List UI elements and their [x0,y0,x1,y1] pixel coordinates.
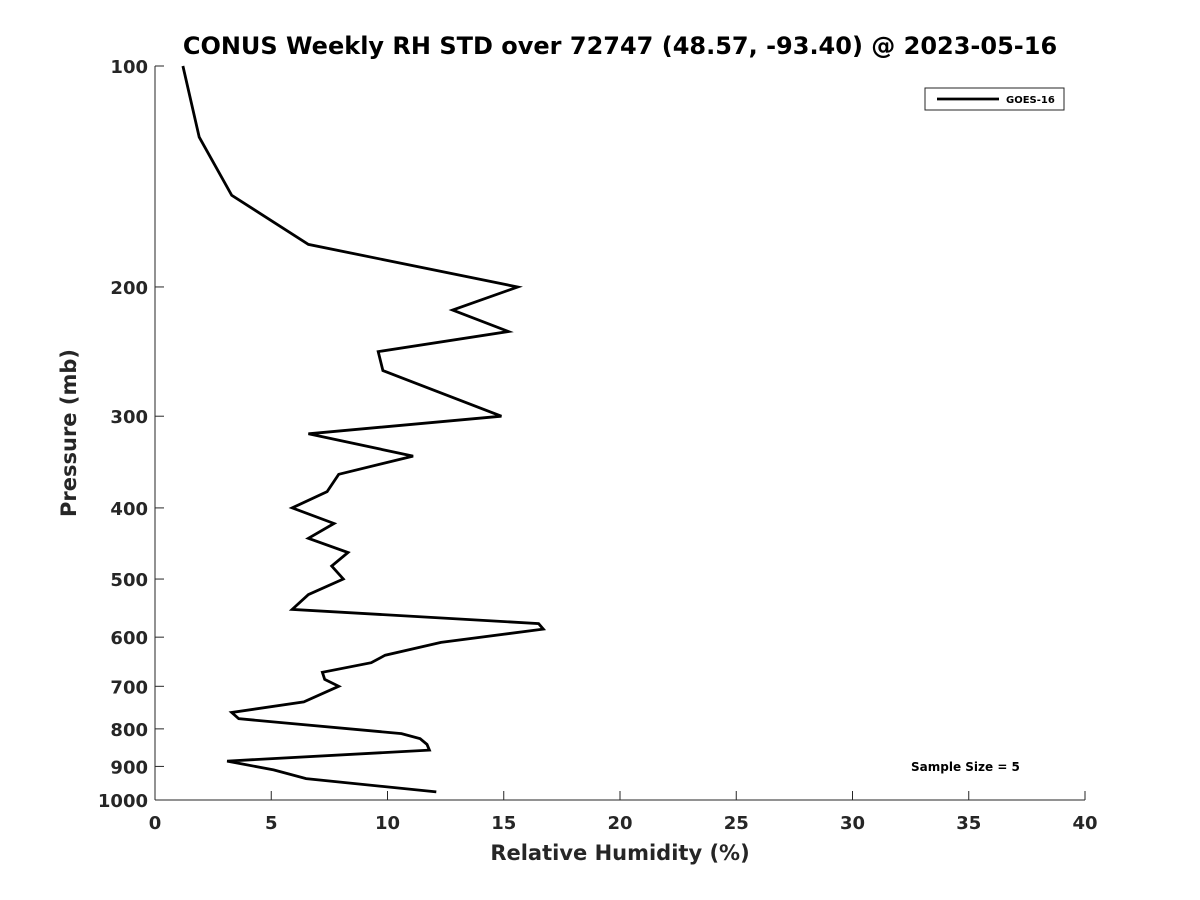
series-layer [181,65,547,794]
legend: GOES-16 [924,87,1065,111]
x-tick-label: 5 [265,813,278,834]
x-tick-label: 0 [149,813,162,834]
x-tick-label: 35 [956,813,981,834]
y-ticks: 100 200 300 400 500 600 700 800 900 1000 [98,57,164,812]
y-tick-label: 400 [110,499,148,520]
axes [154,66,1085,801]
chart-title: CONUS Weekly RH STD over 72747 (48.57, -… [183,32,1057,60]
y-axis-label: Pressure (mb) [57,349,81,517]
x-tick-label: 30 [840,813,865,834]
x-axis-label: Relative Humidity (%) [490,841,749,865]
y-tick-label: 1000 [98,791,148,812]
x-tick-label: 40 [1072,813,1097,834]
x-ticks: 0 5 10 15 20 25 30 35 40 [149,791,1098,834]
y-tick-label: 200 [110,278,148,299]
x-tick-label: 20 [607,813,632,834]
y-tick-label: 700 [110,677,148,698]
x-tick-label: 25 [724,813,749,834]
y-tick-label: 100 [110,57,148,78]
legend-label: GOES-16 [1006,95,1055,106]
y-tick-label: 600 [110,628,148,649]
series-line-goes-16 [181,65,547,794]
y-tick-label: 500 [110,570,148,591]
x-tick-label: 15 [491,813,516,834]
y-tick-label: 800 [110,720,148,741]
y-tick-label: 900 [110,757,148,778]
sample-size-annotation: Sample Size = 5 [911,760,1020,774]
y-tick-label: 300 [110,407,148,428]
x-tick-label: 10 [375,813,400,834]
